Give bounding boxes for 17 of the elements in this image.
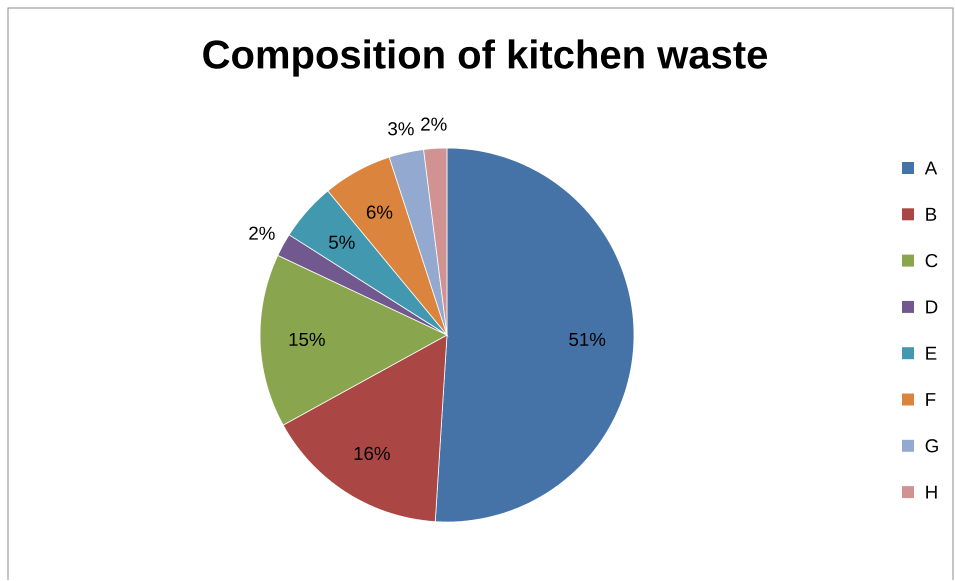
legend-label: C xyxy=(926,254,938,268)
legend-label: F xyxy=(926,393,936,406)
data-label: 5% xyxy=(329,236,355,250)
data-label: 2% xyxy=(249,226,275,240)
data-label: 51% xyxy=(569,333,606,346)
data-label: 15% xyxy=(290,333,325,346)
legend-label: H xyxy=(926,486,937,499)
legend-label: G xyxy=(926,439,938,453)
legend-label: B xyxy=(926,208,936,221)
chart-title: Composition of kitchen waste xyxy=(203,40,768,77)
legend-label: E xyxy=(926,347,936,360)
data-label: 3% xyxy=(388,122,414,136)
data-label: 6% xyxy=(366,206,392,219)
legend-label: D xyxy=(926,300,938,314)
legend-label: A xyxy=(924,162,938,175)
data-label: 16% xyxy=(354,447,390,460)
data-label: 2% xyxy=(421,118,447,131)
